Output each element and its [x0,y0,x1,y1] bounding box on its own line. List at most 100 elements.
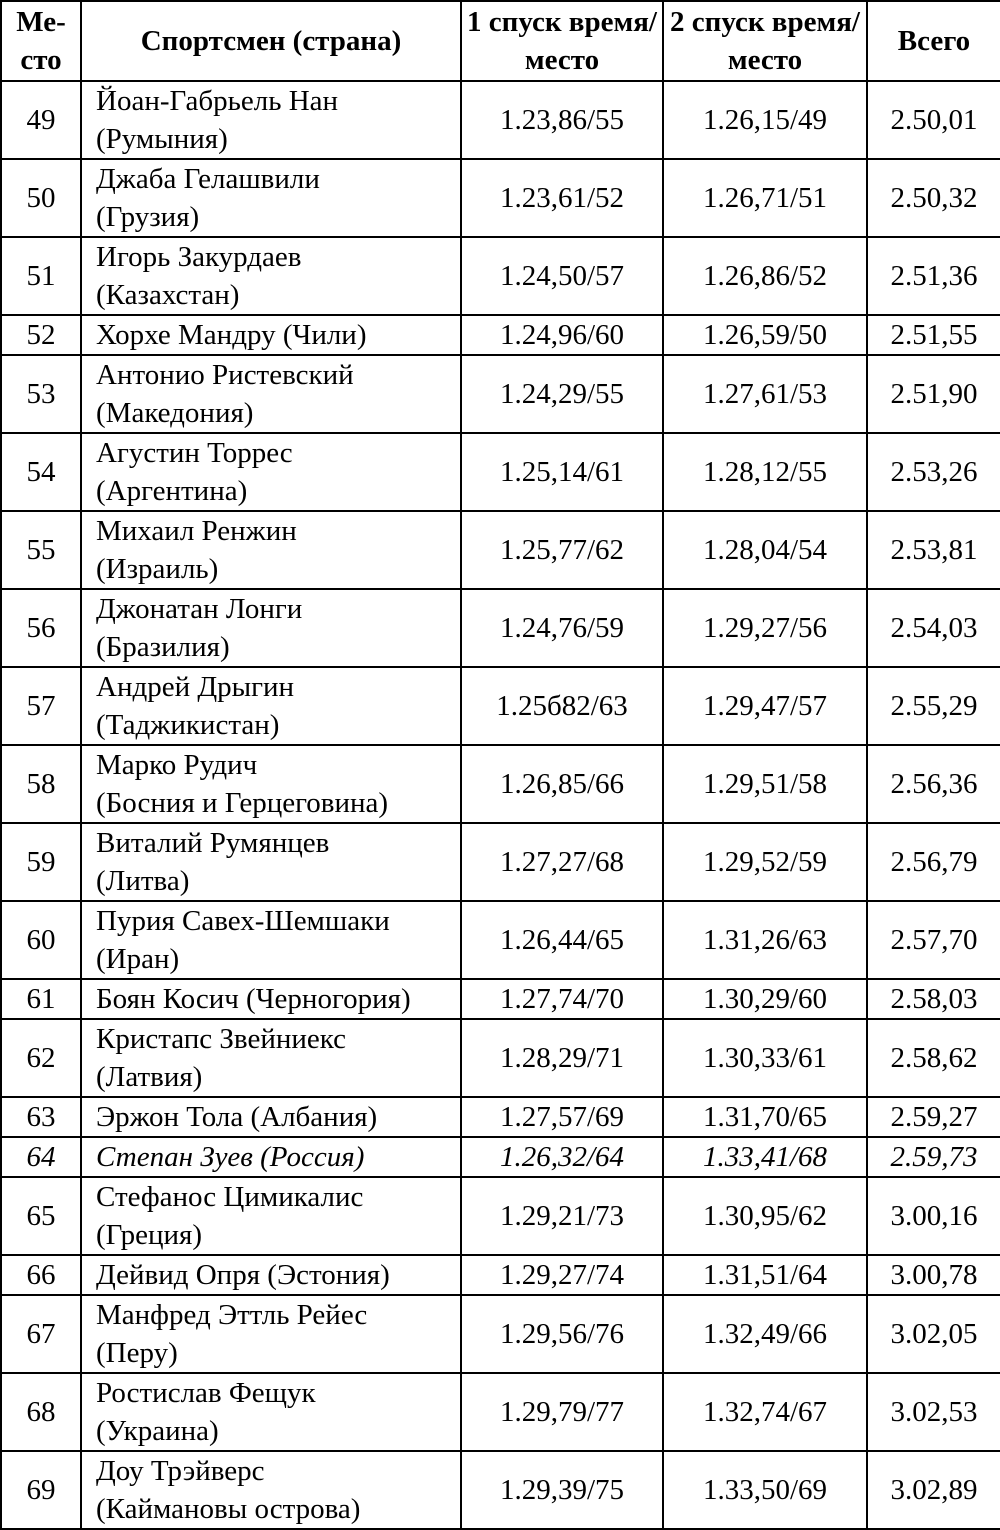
total-time: 2.55,29 [890,690,978,722]
run2-result: 1.32,74/67 [702,1396,828,1428]
run1-cell: 1.26,32/64 [460,1136,664,1178]
athlete-cell: Кристапс Звейниекс (Латвия) [80,1018,462,1098]
table-row: 50 Джаба Гелашвили (Грузия) 1.23,61/52 1.26,… [0,158,1000,238]
table-row: 59 Виталий Румянцев (Литва) 1.27,27/68 1.29,… [0,822,1000,902]
place-cell: 66 [0,1254,82,1296]
total-time: 2.57,70 [890,924,978,956]
athlete-name: Кристапс Звейниекс [96,1023,346,1055]
total-time: 2.53,26 [890,456,978,488]
run2-result: 1.26,15/49 [702,104,828,136]
table-row: 69 Доу Трэйверс (Каймановы острова) 1.29,39… [0,1450,1000,1530]
total-time: 2.53,81 [890,534,978,566]
place-cell: 49 [0,80,82,160]
athlete-cell: Манфред Эттль Рейес (Перу) [80,1294,462,1374]
place: 68 [26,1396,56,1428]
table-row: 64 Степан Зуев (Россия) 1.26,32/64 1.33,41/… [0,1136,1000,1178]
header-run1: 1 спуск время/место [460,0,664,82]
header-place: Ме- сто [0,0,82,82]
athlete-cell: Андрей Дрыгин (Таджикистан) [80,666,462,746]
run1-result: 1.29,56/76 [499,1318,625,1350]
place: 62 [26,1042,56,1074]
run2-result: 1.26,86/52 [702,260,828,292]
athlete-name: Манфред Эттль Рейес [96,1299,368,1331]
run1-result: 1.27,57/69 [499,1101,625,1133]
header-run2: 2 спуск время/место [662,0,868,82]
total-cell: 3.02,89 [866,1450,1000,1530]
run1-result: 1.26,32/64 [499,1141,625,1173]
athlete-cell: Доу Трэйверс (Каймановы острова) [80,1450,462,1530]
run1-cell: 1.27,27/68 [460,822,664,902]
run2-cell: 1.28,12/55 [662,432,868,512]
run2-cell: 1.33,41/68 [662,1136,868,1178]
athlete-name: Игорь Закурдаев [96,241,302,273]
run2-result: 1.33,41/68 [702,1141,828,1173]
athlete-name: Ростислав Фещук [96,1377,316,1409]
run2-result: 1.28,04/54 [702,534,828,566]
run1-cell: 1.23,61/52 [460,158,664,238]
place: 65 [26,1200,56,1232]
run2-result: 1.29,27/56 [702,612,828,644]
total-time: 3.00,16 [890,1200,978,1232]
total-cell: 2.56,36 [866,744,1000,824]
header-total: Всего [866,0,1000,82]
header-row: Ме- сто Спортсмен (страна) 1 спуск время… [0,0,1000,82]
total-time: 2.50,32 [890,182,978,214]
athlete-name: Джаба Гелашвили [96,163,320,195]
run1-cell: 1.29,39/75 [460,1450,664,1530]
place-cell: 56 [0,588,82,668]
place-cell: 69 [0,1450,82,1530]
total-time: 3.02,53 [890,1396,978,1428]
athlete-cell: Стефанос Цимикалис (Греция) [80,1176,462,1256]
table-row: 56 Джонатан Лонги (Бразилия) 1.24,76/59 1.29… [0,588,1000,668]
table-row: 65 Стефанос Цимикалис (Греция) 1.29,21/73 1.… [0,1176,1000,1256]
total-time: 2.58,62 [890,1042,978,1074]
place: 58 [26,768,56,800]
athlete-country: (Каймановы острова) [96,1493,361,1525]
table-row: 57 Андрей Дрыгин (Таджикистан) 1.25б82/63 1.… [0,666,1000,746]
total-cell: 2.50,01 [866,80,1000,160]
table-row: 60 Пурия Савех-Шемшаки (Иран) 1.26,44/65 1.3… [0,900,1000,980]
table-row: 67 Манфред Эттль Рейес (Перу) 1.29,56/76 1.3… [0,1294,1000,1374]
run2-result: 1.31,26/63 [702,924,828,956]
run2-cell: 1.29,47/57 [662,666,868,746]
run2-result: 1.31,70/65 [702,1101,828,1133]
athlete-name: Дейвид Опря (Эстония) [96,1259,390,1291]
place: 55 [26,534,56,566]
run1-result: 1.26,85/66 [499,768,625,800]
run1-cell: 1.25,14/61 [460,432,664,512]
run1-result: 1.24,29/55 [499,378,625,410]
run1-result: 1.27,74/70 [499,983,625,1015]
run1-cell: 1.24,50/57 [460,236,664,316]
run1-cell: 1.25б82/63 [460,666,664,746]
run1-cell: 1.29,79/77 [460,1372,664,1452]
run1-cell: 1.28,29/71 [460,1018,664,1098]
total-cell: 2.51,55 [866,314,1000,356]
total-time: 2.51,36 [890,260,978,292]
place: 67 [26,1318,56,1350]
athlete-cell: Агустин Торрес (Аргентина) [80,432,462,512]
run1-cell: 1.23,86/55 [460,80,664,160]
place-cell: 63 [0,1096,82,1138]
athlete-cell: Джонатан Лонги (Бразилия) [80,588,462,668]
run1-result: 1.23,61/52 [499,182,625,214]
place: 51 [26,260,56,292]
run2-cell: 1.26,15/49 [662,80,868,160]
run1-cell: 1.27,57/69 [460,1096,664,1138]
run2-result: 1.31,51/64 [702,1259,828,1291]
place-cell: 50 [0,158,82,238]
place-cell: 68 [0,1372,82,1452]
run2-result: 1.30,95/62 [702,1200,828,1232]
place-cell: 64 [0,1136,82,1178]
run2-result: 1.27,61/53 [702,378,828,410]
place-cell: 60 [0,900,82,980]
total-cell: 2.56,79 [866,822,1000,902]
place-cell: 51 [0,236,82,316]
place-cell: 57 [0,666,82,746]
run2-result: 1.32,49/66 [702,1318,828,1350]
run1-result: 1.29,21/73 [499,1200,625,1232]
header-athlete: Спортсмен (страна) [80,0,462,82]
athlete-country: (Украина) [96,1415,219,1447]
total-time: 3.02,05 [890,1318,978,1350]
athlete-name: Хорхе Мандру (Чили) [96,319,367,351]
